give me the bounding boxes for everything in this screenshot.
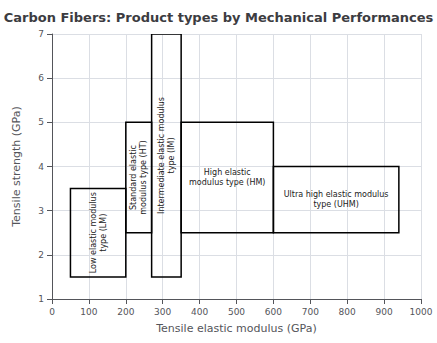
svg-text:Intermediate elastic modulus: Intermediate elastic modulus <box>157 97 166 214</box>
svg-text:type (LM): type (LM) <box>99 214 108 252</box>
svg-text:4: 4 <box>38 162 44 172</box>
svg-text:Tensile strength (GPa): Tensile strength (GPa) <box>10 106 23 228</box>
svg-text:6: 6 <box>38 73 44 83</box>
svg-text:300: 300 <box>154 307 171 317</box>
svg-text:400: 400 <box>191 307 208 317</box>
svg-text:200: 200 <box>117 307 134 317</box>
svg-text:3: 3 <box>38 206 44 216</box>
svg-text:700: 700 <box>302 307 319 317</box>
svg-text:5: 5 <box>38 117 44 127</box>
svg-text:Tensile elastic modulus (GPa): Tensile elastic modulus (GPa) <box>155 322 317 335</box>
svg-text:modulus type (HT): modulus type (HT) <box>139 140 148 214</box>
svg-text:7: 7 <box>38 29 44 39</box>
svg-text:1: 1 <box>38 294 44 304</box>
svg-text:modulus type (HM): modulus type (HM) <box>189 178 265 187</box>
svg-text:Standard elastic: Standard elastic <box>129 145 138 210</box>
svg-text:High elastic: High elastic <box>204 168 251 177</box>
svg-text:500: 500 <box>228 307 245 317</box>
svg-text:1000: 1000 <box>410 307 433 317</box>
svg-text:type (UHM): type (UHM) <box>313 200 358 209</box>
svg-text:900: 900 <box>376 307 393 317</box>
svg-text:Ultra high elastic modulus: Ultra high elastic modulus <box>284 190 389 199</box>
svg-text:100: 100 <box>80 307 97 317</box>
svg-text:2: 2 <box>38 250 44 260</box>
svg-text:600: 600 <box>265 307 282 317</box>
svg-text:Carbon Fibers: Product types b: Carbon Fibers: Product types by Mechanic… <box>4 10 434 25</box>
svg-text:0: 0 <box>49 307 55 317</box>
svg-text:Low elastic modulus: Low elastic modulus <box>89 192 98 273</box>
svg-text:800: 800 <box>339 307 356 317</box>
svg-text:type (IM): type (IM) <box>167 137 176 173</box>
